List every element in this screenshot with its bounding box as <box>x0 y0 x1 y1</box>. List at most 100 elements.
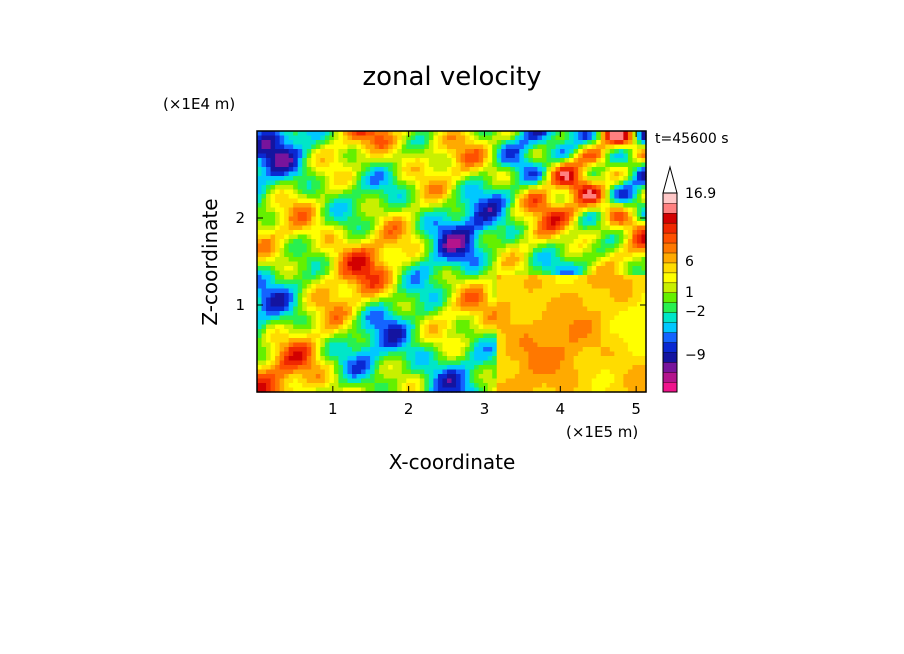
field-cell <box>532 266 539 272</box>
field-cell <box>605 158 611 164</box>
field-cell <box>632 351 638 357</box>
field-cell <box>632 189 638 195</box>
field-cell <box>519 149 525 155</box>
field-cell <box>528 374 534 380</box>
field-cell <box>555 185 561 191</box>
field-cell <box>523 288 529 294</box>
field-cell <box>410 149 416 155</box>
field-cell <box>279 356 285 362</box>
field-cell <box>428 257 434 263</box>
field-cell <box>306 203 312 209</box>
field-cell <box>288 162 294 168</box>
field-cell <box>451 275 457 281</box>
field-cell <box>302 329 308 335</box>
field-cell <box>266 189 272 195</box>
field-cell <box>329 306 335 312</box>
field-cell <box>401 221 407 227</box>
field-cell <box>641 284 647 290</box>
field-cell <box>311 270 317 276</box>
field-cell <box>333 189 340 195</box>
field-cell <box>266 275 272 281</box>
field-cell <box>474 270 480 276</box>
field-cell <box>478 207 484 213</box>
field-cell <box>406 374 412 380</box>
field-cell <box>537 387 543 393</box>
field-cell <box>324 293 330 299</box>
field-cell <box>487 198 493 204</box>
field-cell <box>320 239 326 245</box>
field-cell <box>397 194 403 200</box>
field-cell <box>560 347 566 353</box>
field-cell <box>329 135 335 141</box>
field-cell <box>451 131 457 137</box>
field-cell <box>460 185 466 191</box>
field-cell <box>492 189 498 195</box>
field-cell <box>469 378 475 384</box>
field-cell <box>388 279 394 285</box>
field-cell <box>614 315 620 321</box>
field-cell <box>641 257 647 263</box>
field-cell <box>537 185 543 191</box>
field-cell <box>347 270 353 276</box>
field-cell <box>483 275 489 281</box>
field-cell <box>388 158 394 164</box>
field-cell <box>428 234 434 240</box>
field-cell <box>428 261 434 267</box>
field-cell <box>324 194 330 200</box>
field-cell <box>600 302 606 308</box>
field-cell <box>410 338 416 344</box>
field-cell <box>510 315 516 321</box>
field-cell <box>627 180 634 186</box>
field-cell <box>618 284 624 290</box>
field-cell <box>270 207 276 213</box>
field-cell <box>578 279 584 285</box>
field-cell <box>270 212 276 218</box>
field-cell <box>582 329 588 335</box>
field-cell <box>487 365 493 371</box>
field-cell <box>410 140 416 146</box>
field-cell <box>347 365 353 371</box>
field-cell <box>573 333 579 339</box>
field-cell <box>306 378 312 384</box>
field-cell <box>451 221 457 227</box>
field-cell <box>505 387 511 393</box>
field-cell <box>474 342 480 348</box>
field-cell <box>333 171 340 177</box>
field-cell <box>582 333 588 339</box>
field-cell <box>532 369 539 375</box>
field-cell <box>541 144 548 150</box>
field-cell <box>551 207 557 213</box>
field-cell <box>356 252 362 258</box>
field-cell <box>609 261 615 267</box>
field-cell <box>428 207 434 213</box>
field-cell <box>356 356 362 362</box>
field-cell <box>257 167 263 173</box>
field-cell <box>401 266 407 272</box>
field-cell <box>370 207 376 213</box>
field-cell <box>614 135 620 141</box>
field-cell <box>456 351 462 357</box>
field-cell <box>261 347 267 353</box>
field-cell <box>600 180 606 186</box>
field-cell <box>560 185 566 191</box>
field-cell <box>596 324 602 330</box>
field-cell <box>532 158 539 164</box>
field-cell <box>356 216 362 222</box>
field-cell <box>379 176 385 182</box>
field-cell <box>424 144 430 150</box>
field-cell <box>302 167 308 173</box>
field-cell <box>383 360 389 366</box>
field-cell <box>505 131 511 137</box>
field-cell <box>415 320 421 326</box>
field-cell <box>492 212 498 218</box>
field-cell <box>636 131 643 137</box>
field-cell <box>437 293 444 299</box>
field-cell <box>279 203 285 209</box>
field-cell <box>591 135 597 141</box>
field-cell <box>284 374 290 380</box>
field-cell <box>465 351 471 357</box>
field-cell <box>302 333 308 339</box>
field-cell <box>406 302 412 308</box>
field-cell <box>519 171 525 177</box>
field-cell <box>374 360 380 366</box>
